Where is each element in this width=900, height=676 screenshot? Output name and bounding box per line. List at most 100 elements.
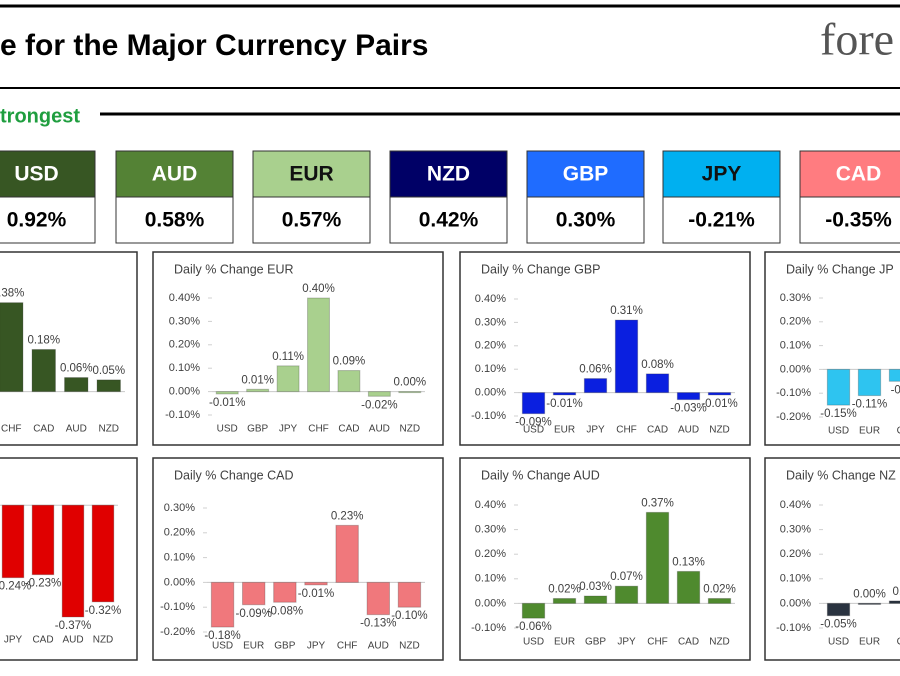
value-label: 0.11% [272, 351, 304, 363]
tile-body [389, 196, 508, 244]
value-label: -0.32% [85, 605, 121, 617]
bar [31, 504, 55, 576]
x-tick-label: CAD [338, 424, 359, 435]
panel-title: Daily % Change AUD [481, 468, 600, 482]
x-tick-label: USD [212, 641, 233, 652]
value-label: -0.08% [267, 605, 303, 617]
y-tick-label: 0.30% [780, 524, 811, 536]
tile-currency: CAD [836, 163, 882, 186]
value-label: -0.23% [25, 578, 61, 590]
y-tick-label: 0.20% [475, 548, 506, 560]
value-label: 0.23% [331, 510, 364, 522]
value-label: -0.09% [235, 608, 271, 620]
value-label: -0.02% [361, 399, 397, 411]
y-tick-label: -0.10% [471, 410, 506, 422]
tile-body [799, 196, 900, 244]
y-tick-label: -0.10% [776, 622, 811, 634]
bar [676, 570, 701, 604]
x-tick-label: CAD [678, 637, 699, 648]
panel-title: Daily % Change NZ [786, 468, 896, 482]
panel [459, 251, 751, 446]
panel [459, 457, 751, 661]
y-tick-label: 0.00% [780, 363, 811, 375]
y-tick-label: 0.40% [780, 499, 811, 511]
bar [552, 597, 577, 604]
value-label: 0.00% [393, 377, 426, 389]
y-tick-label: 0.00% [475, 387, 506, 399]
value-label: -0.01% [298, 588, 334, 600]
value-label: -0.01% [701, 398, 737, 410]
bar [273, 581, 297, 603]
value-label: -0.18% [204, 630, 240, 642]
bar [676, 392, 701, 401]
value-label: 0.07% [610, 571, 643, 583]
value-label: 0.37% [641, 497, 674, 509]
bar [96, 379, 121, 393]
x-tick-label: NZD [399, 641, 420, 652]
panel-title: Daily % Change CAD [174, 468, 294, 482]
tile-body [662, 196, 781, 244]
panel-title: Daily % Change EUR [174, 262, 294, 276]
tile-change: 0.30% [556, 209, 616, 232]
x-tick-label: USD [828, 637, 849, 648]
bar [583, 595, 608, 604]
x-tick-label: EUR [859, 426, 880, 437]
x-tick-label: G [897, 637, 900, 648]
y-tick-label: 0.10% [475, 363, 506, 375]
page-title: e for the Major Currency Pairs [0, 29, 428, 62]
bar [707, 597, 732, 604]
value-label: 0.00% [853, 588, 886, 600]
value-label: 0.02% [703, 584, 736, 596]
value-label: 0.05% [92, 365, 125, 377]
x-tick-label: EUR [859, 637, 880, 648]
x-tick-label: EUR [554, 637, 575, 648]
y-tick-label: 0.00% [475, 597, 506, 609]
bar [614, 585, 639, 604]
value-label: 0.06% [60, 363, 93, 375]
y-tick-label: 0.10% [164, 552, 195, 564]
x-tick-label: NZD [93, 635, 114, 646]
value-label: -0.37% [55, 620, 91, 632]
x-tick-label: CHF [647, 637, 668, 648]
logo: fore [820, 14, 894, 65]
x-tick-label: CAD [647, 425, 668, 436]
tile-body [526, 196, 645, 244]
tile-currency: AUD [152, 163, 198, 186]
x-tick-label: GBP [247, 424, 268, 435]
panel-title: Daily % Change GBP [481, 262, 601, 276]
y-tick-label: 0.10% [475, 573, 506, 585]
value-label: -0.03% [670, 403, 706, 415]
y-tick-label: 0.20% [780, 316, 811, 328]
bar [826, 602, 851, 617]
panel [152, 457, 444, 661]
bar [337, 370, 361, 393]
y-tick-label: 0.00% [164, 576, 195, 588]
bar [366, 581, 390, 616]
bar [645, 511, 670, 604]
value-label: 0.0 [893, 586, 900, 598]
tile-header [389, 150, 508, 198]
tile-currency: EUR [289, 163, 333, 186]
x-tick-label: CHF [616, 425, 637, 436]
x-tick-label: AUD [66, 424, 87, 435]
bar [583, 378, 608, 394]
tile-change: -0.35% [825, 209, 892, 232]
value-label: 0.08% [641, 359, 674, 371]
value-label: -0.10% [391, 610, 427, 622]
x-tick-label: CHF [337, 641, 358, 652]
bar [1, 504, 25, 579]
y-tick-label: 0.30% [780, 292, 811, 304]
value-label: 0.31% [610, 305, 643, 317]
x-tick-label: GBP [274, 641, 295, 652]
tile-change: 0.57% [282, 209, 342, 232]
y-tick-label: -0.10% [471, 622, 506, 634]
tile-change: -0.21% [688, 209, 755, 232]
y-tick-label: -0.10% [160, 601, 195, 613]
bar [614, 319, 639, 394]
panel [152, 251, 444, 446]
panel [764, 251, 900, 446]
y-tick-label: 0.30% [475, 316, 506, 328]
y-tick-label: 0.20% [164, 527, 195, 539]
y-tick-label: -0.10% [165, 409, 200, 421]
